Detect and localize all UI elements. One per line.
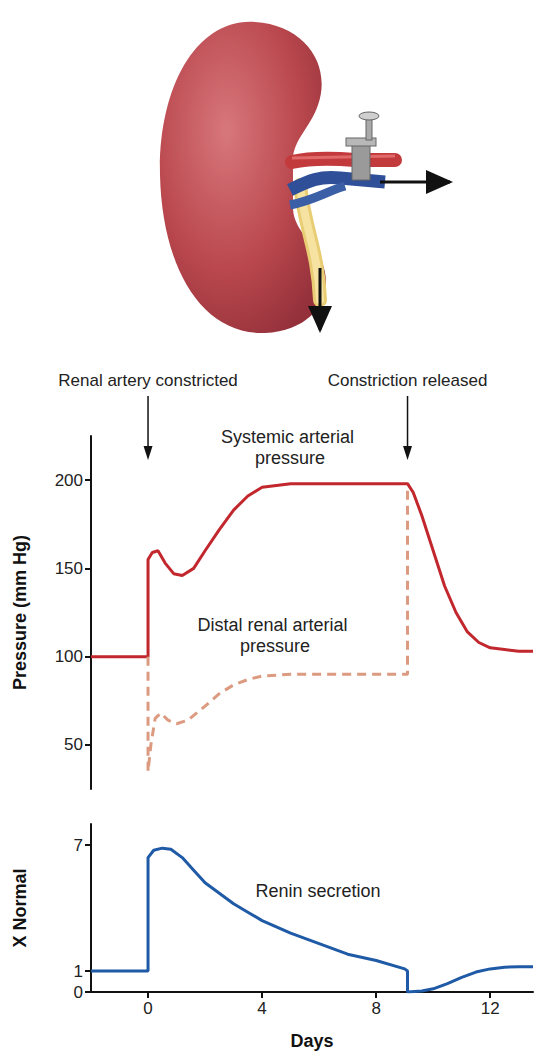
svg-text:Distal renal arterial: Distal renal arterial [197, 615, 352, 635]
svg-text:Pressure (mm Hg): Pressure (mm Hg) [10, 535, 30, 690]
svg-text:Systemic arterial: Systemic arterial [221, 427, 359, 447]
svg-text:150: 150 [55, 559, 83, 578]
svg-text:7: 7 [74, 836, 83, 855]
svg-text:pressure: pressure [255, 448, 325, 468]
svg-text:pressure: pressure [240, 636, 310, 656]
svg-text:Renin secretion: Renin secretion [255, 881, 380, 901]
svg-text:50: 50 [64, 735, 83, 754]
svg-text:0: 0 [143, 999, 152, 1018]
svg-text:Renal artery constricted: Renal artery constricted [58, 371, 238, 390]
svg-text:8: 8 [371, 999, 380, 1018]
svg-text:0: 0 [74, 983, 83, 1002]
svg-text:100: 100 [55, 647, 83, 666]
svg-text:1: 1 [74, 962, 83, 981]
svg-text:Constriction released: Constriction released [328, 371, 488, 390]
svg-text:Days: Days [290, 1031, 333, 1051]
svg-text:X Normal: X Normal [10, 868, 30, 947]
svg-text:12: 12 [481, 999, 500, 1018]
svg-text:200: 200 [55, 471, 83, 490]
svg-text:4: 4 [257, 999, 266, 1018]
